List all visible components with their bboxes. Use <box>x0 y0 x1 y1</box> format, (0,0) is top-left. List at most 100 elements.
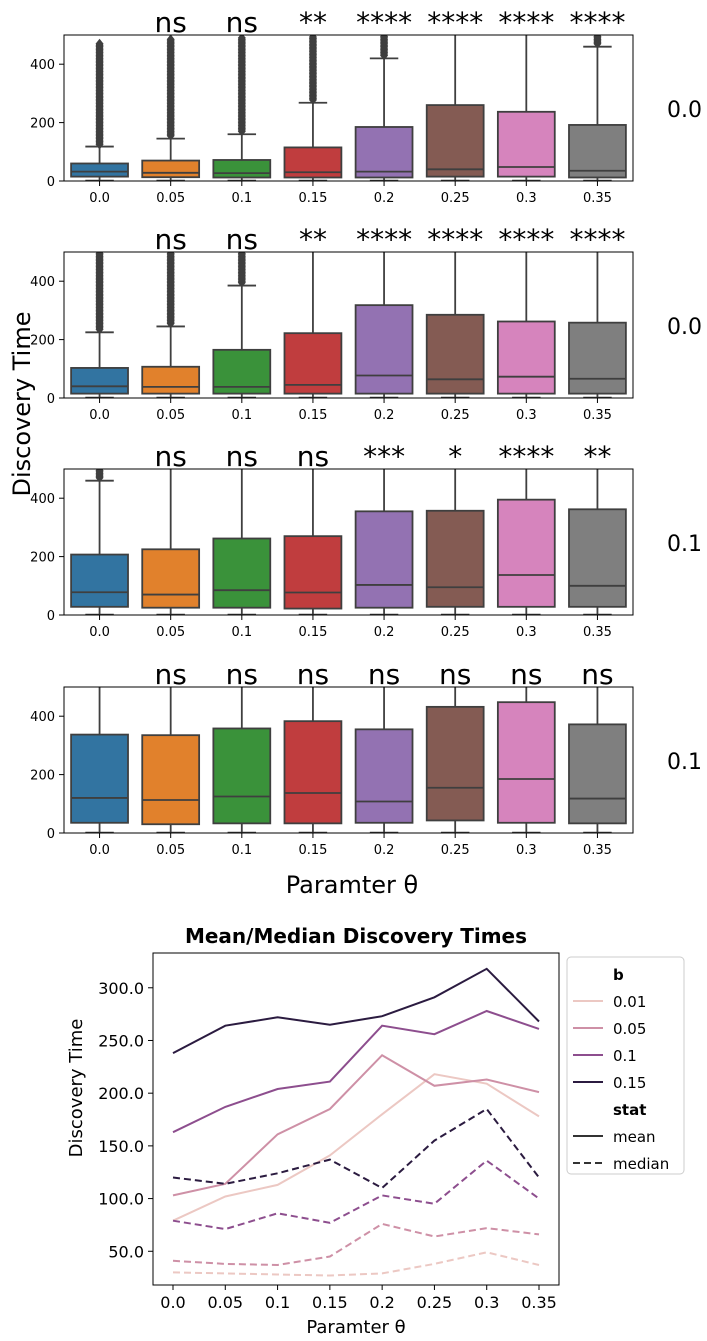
x-tick-label: 0.0 <box>89 191 110 206</box>
y-tick-label: 200.0 <box>98 1084 144 1103</box>
y-tick-label: 400 <box>30 275 55 290</box>
x-tick-label: 0.3 <box>474 1293 499 1312</box>
box-panel-2: 0 200 400 0.0 0.05 0.1 0.15 0.2 0.25 0.3 0.35 ns ns *… <box>30 223 702 423</box>
axes-frame <box>63 251 634 399</box>
box-0.25 <box>425 313 485 395</box>
significance-label: ** <box>299 6 327 39</box>
line-xlabel: Paramter θ <box>306 1317 405 1338</box>
significance-label: **** <box>427 223 483 256</box>
significance-label: ns <box>368 658 400 691</box>
x-tick-label: 0.15 <box>312 1293 348 1312</box>
legend-box <box>566 956 685 1175</box>
x-tick-label: 0.1 <box>231 843 252 858</box>
x-tick-label: 0.25 <box>441 191 470 206</box>
significance-label: *** <box>363 440 405 473</box>
significance-label: * <box>448 440 462 473</box>
y-tick-label: 400 <box>30 710 55 725</box>
significance-label: **** <box>356 6 412 39</box>
box-0.15 <box>283 332 343 395</box>
x-tick-label: 0.25 <box>441 843 470 858</box>
legend-label: 0.1 <box>613 1047 637 1065</box>
legend-title-b: b <box>613 966 624 984</box>
significance-label: ns <box>510 658 542 691</box>
box-0.35 <box>568 321 627 395</box>
x-tick-label: 0.2 <box>369 1293 394 1312</box>
box-ylabel: Discovery Time <box>8 312 36 497</box>
significance-label: **** <box>356 223 412 256</box>
box-0.0 <box>70 553 129 608</box>
x-tick-label: 0.2 <box>374 843 395 858</box>
x-tick-label: 0.35 <box>583 408 612 423</box>
significance-label: ** <box>299 223 327 256</box>
axes-frame <box>63 34 634 182</box>
series-median-b-0.15 <box>172 1107 540 1190</box>
significance-label: ns <box>226 223 258 256</box>
x-tick-label: 0.25 <box>441 625 470 640</box>
significance-label: ns <box>297 658 329 691</box>
y-tick-label: 0 <box>47 609 55 624</box>
x-tick-label: 0.35 <box>583 191 612 206</box>
box-0.0 <box>70 162 129 178</box>
box-panel-1: 0 200 400 0.0 0.05 0.1 0.15 0.2 0.25 0.3 0.35 ns ns *… <box>30 6 702 206</box>
y-tick-label: 100.0 <box>98 1190 144 1209</box>
significance-label: ns <box>226 6 258 39</box>
axes-frame <box>63 468 634 616</box>
box-0.2 <box>354 510 414 609</box>
significance-label: ns <box>439 658 471 691</box>
outlier-marker <box>166 35 175 45</box>
box-0.2 <box>354 728 414 824</box>
box-0.1 <box>212 537 272 609</box>
box-panel-3: 0 200 400 0.0 0.05 0.1 0.15 0.2 0.25 0.3 0.35 ns ns n… <box>30 440 702 640</box>
x-tick-label: 0.35 <box>583 625 612 640</box>
significance-label: ns <box>581 658 613 691</box>
legend-label: median <box>613 1155 669 1173</box>
y-tick-label: 400 <box>30 492 55 507</box>
legend: b 0.01 0.05 0.1 0.15 stat mean median <box>566 956 685 1175</box>
x-tick-label: 0.35 <box>521 1293 557 1312</box>
box-0.15 <box>283 535 343 610</box>
series-mean-b-0.05 <box>172 1053 540 1197</box>
y-tick-label: 200 <box>30 551 55 566</box>
x-tick-label: 0.15 <box>298 625 327 640</box>
x-tick-label: 0.2 <box>374 625 395 640</box>
significance-label: ** <box>583 440 611 473</box>
x-tick-label: 0.25 <box>417 1293 453 1312</box>
y-tick-label: 0 <box>47 392 55 407</box>
series-mean-b-0.01 <box>172 1073 540 1222</box>
box-0.3 <box>496 110 556 178</box>
legend-label: 0.15 <box>613 1074 646 1092</box>
box-0.35 <box>568 124 627 179</box>
y-tick-label: 50.0 <box>108 1242 144 1261</box>
significance-label: **** <box>427 6 483 39</box>
significance-label: **** <box>569 6 625 39</box>
y-tick-label: 200 <box>30 334 55 349</box>
x-tick-label: 0.05 <box>156 625 185 640</box>
line-chart: 50.0 100.0 150.0 200.0 250.0 300.0 0.0 0.05 0.1 0… <box>98 952 685 1312</box>
x-tick-label: 0.25 <box>441 408 470 423</box>
x-tick-label: 0.0 <box>160 1293 185 1312</box>
x-tick-label: 0.1 <box>231 408 252 423</box>
box-panel-4: 0 200 400 0.0 0.05 0.1 0.15 0.2 0.25 0.3 0.35 ns ns n… <box>30 658 702 858</box>
x-tick-label: 0.05 <box>156 191 185 206</box>
series-mean-b-0.1 <box>172 1009 540 1134</box>
outlier-marker <box>237 35 246 43</box>
outlier-marker <box>380 35 389 42</box>
x-tick-label: 0.0 <box>89 408 110 423</box>
legend-label: 0.01 <box>613 993 646 1011</box>
box-0.25 <box>425 705 485 822</box>
box-0.05 <box>141 159 201 179</box>
y-tick-label: 0 <box>47 175 55 190</box>
significance-label: ns <box>155 658 187 691</box>
y-tick-label: 250.0 <box>98 1031 144 1050</box>
outlier-marker <box>95 38 104 49</box>
outlier-marker <box>166 252 175 259</box>
outlier-marker <box>95 469 104 476</box>
box-0.2 <box>354 126 414 179</box>
box-0.3 <box>496 701 556 824</box>
significance-label: **** <box>498 440 554 473</box>
significance-label: ns <box>297 440 329 473</box>
box-0.1 <box>212 727 272 825</box>
x-tick-label: 0.3 <box>516 408 537 423</box>
box-0.35 <box>568 508 627 608</box>
significance-label: **** <box>569 223 625 256</box>
